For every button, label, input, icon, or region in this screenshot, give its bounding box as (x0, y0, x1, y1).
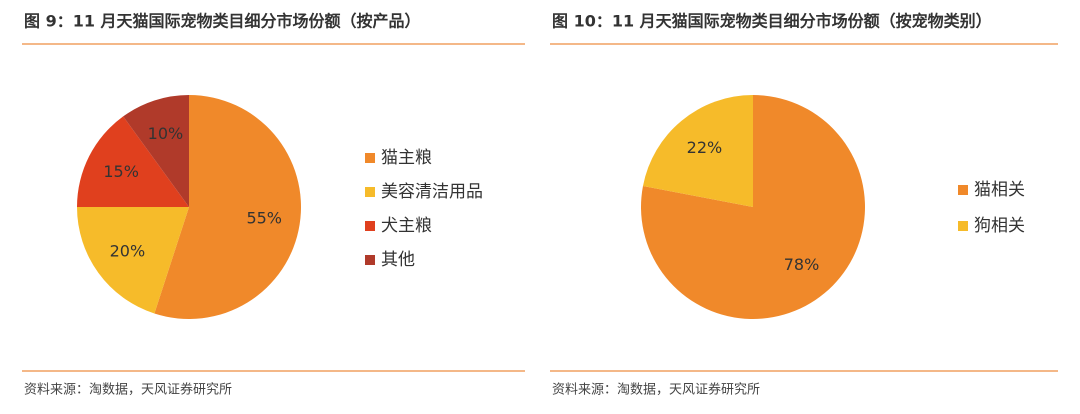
data-label: 10% (148, 124, 184, 143)
data-label: 78% (784, 255, 820, 274)
pie-slice (641, 95, 866, 320)
legend-swatch (958, 221, 968, 231)
data-label: 55% (246, 208, 282, 227)
chart-title: 图 9：11 月天猫国际宠物类目细分市场份额（按产品） (24, 12, 421, 31)
legend-label: 其他 (381, 250, 415, 270)
pie-slice (77, 116, 189, 207)
legend-swatch (365, 187, 375, 197)
source: 资料来源：淘数据，天风证券研究所 (552, 382, 760, 398)
pie-slice (77, 207, 189, 314)
legend-label: 狗相关 (974, 216, 1025, 236)
legend-label: 美容清洁用品 (381, 182, 483, 202)
data-label: 22% (687, 138, 723, 157)
pie-slice (642, 95, 753, 207)
legend-label: 猫相关 (974, 180, 1025, 200)
legend-swatch (365, 221, 375, 231)
legend-swatch (958, 185, 968, 195)
data-label: 15% (103, 162, 139, 181)
pie-slice (123, 95, 189, 207)
legend-swatch (365, 255, 375, 265)
data-label: 20% (110, 241, 146, 260)
pie-slice (154, 95, 301, 319)
legend-swatch (365, 153, 375, 163)
legend-label: 犬主粮 (381, 216, 432, 236)
chart-title: 图 10：11 月天猫国际宠物类目细分市场份额（按宠物类别） (552, 12, 992, 31)
source: 资料来源：淘数据，天风证券研究所 (24, 382, 232, 398)
legend-label: 猫主粮 (381, 148, 432, 168)
